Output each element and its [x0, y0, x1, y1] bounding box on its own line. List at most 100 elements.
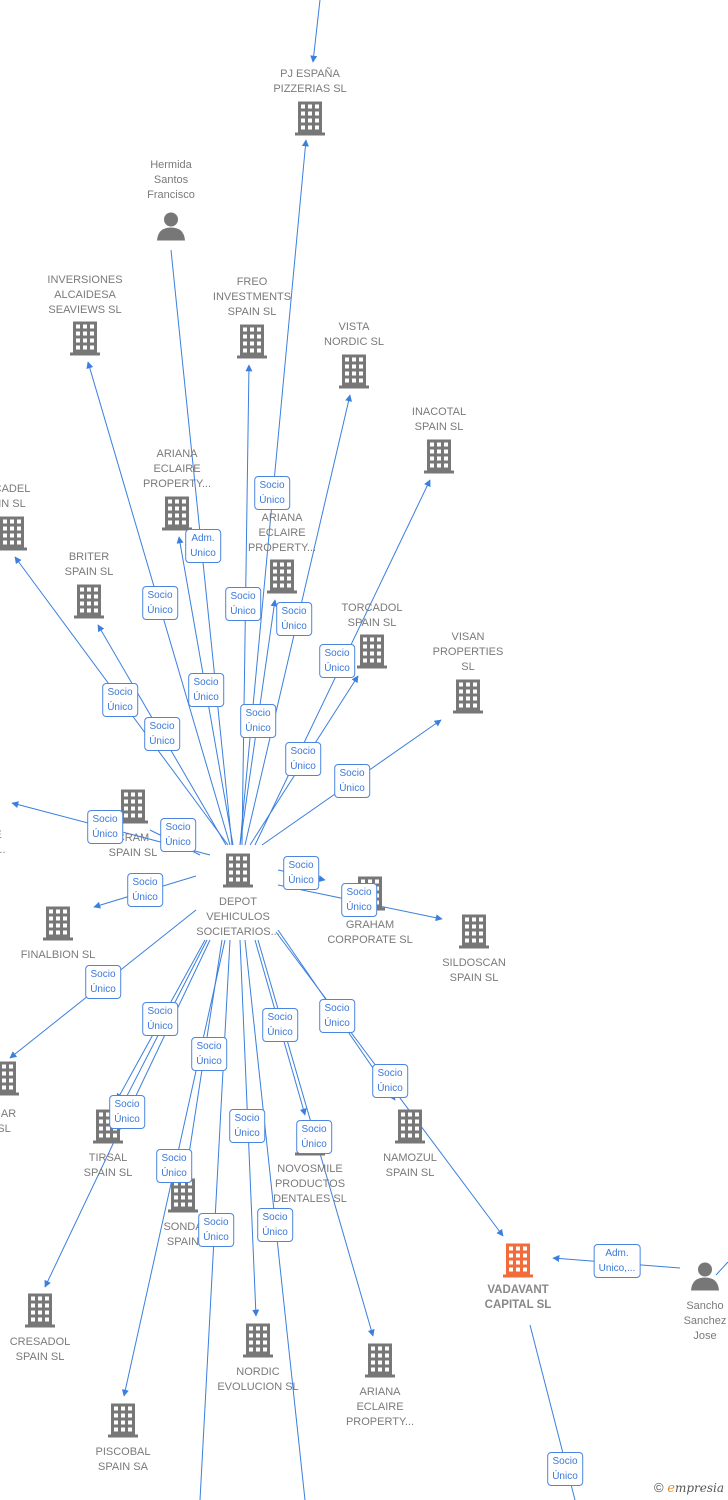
node-label-nordic[interactable]: NORDIC EVOLUCION SL [217, 1365, 298, 1395]
node-label-depot[interactable]: DEPOT VEHICULOS SOCIETARIOS... [196, 895, 280, 940]
node-label-line: PROPERTY... [247, 542, 317, 554]
building-icon[interactable] [0, 515, 27, 556]
node-label-inversiones[interactable]: INVERSIONES ALCAIDESA SEAVIEWS SL [47, 273, 122, 318]
relation-label[interactable]: Socio Único [276, 602, 312, 636]
node-label-piscobal[interactable]: PISCOBAL SPAIN SA [95, 1445, 150, 1475]
building-icon[interactable] [237, 323, 267, 364]
building-icon[interactable] [453, 678, 483, 719]
node-label-cadel[interactable]: CADEL IN SL [0, 482, 30, 512]
node-label-namozul[interactable]: NAMOZUL SPAIN SL [383, 1151, 437, 1181]
node-label-mar[interactable]: MAR SL [0, 1107, 16, 1137]
node-label-line: SL [0, 1123, 11, 1135]
building-icon[interactable] [357, 633, 387, 674]
relation-label[interactable]: Socio Único [257, 1208, 293, 1242]
relation-label[interactable]: Adm. Unico [185, 529, 221, 563]
node-label-finalbion[interactable]: FINALBION SL [21, 948, 96, 963]
relation-label[interactable]: Socio Único [319, 999, 355, 1033]
building-icon[interactable] [395, 1108, 425, 1149]
building-icon[interactable] [70, 320, 100, 361]
building-icon[interactable] [339, 353, 369, 394]
node-label-freo[interactable]: FREO INVESTMENTS SPAIN SL [213, 275, 291, 320]
node-label-pj[interactable]: PJ ESPAÑA PIZZERIAS SL [273, 67, 346, 97]
node-label-vista[interactable]: VISTA NORDIC SL [324, 320, 384, 350]
building-icon[interactable] [118, 788, 148, 829]
node-label-inacotal[interactable]: INACOTAL SPAIN SL [412, 405, 466, 435]
relation-label[interactable]: Socio Único [127, 873, 163, 907]
relation-label[interactable]: Socio Único [254, 476, 290, 510]
relation-label[interactable]: Socio Único [240, 704, 276, 738]
relation-label[interactable]: Socio Único [198, 1213, 234, 1247]
node-label-ariana1[interactable]: ARIANA ECLAIRE PROPERTY... [143, 447, 211, 492]
building-icon[interactable] [365, 1342, 395, 1383]
node-label-line: VISTA [338, 321, 370, 333]
node-label-line: NORDIC [236, 1366, 280, 1378]
relation-label[interactable]: Socio Único [341, 883, 377, 917]
relation-label[interactable]: Socio Único [188, 673, 224, 707]
node-label-line: FINALBION SL [20, 949, 96, 961]
node-label-visan[interactable]: VISAN PROPERTIES SL [433, 630, 504, 675]
relation-label[interactable]: Socio Único [372, 1064, 408, 1098]
building-icon[interactable] [243, 1322, 273, 1363]
node-label-novosmile[interactable]: NOVOSMILE PRODUCTOS DENTALES SL [273, 1162, 347, 1207]
relation-label[interactable]: Socio Único [334, 764, 370, 798]
node-label-line: VADAVANT [487, 1284, 549, 1296]
node-label-line: SPAIN SL [108, 847, 158, 859]
node-label-line: NORDIC SL [324, 336, 384, 348]
relation-label[interactable]: Socio Único [225, 587, 261, 621]
relation-label[interactable]: Socio Único [319, 644, 355, 678]
node-label-line: SEAVIEWS SL [48, 304, 122, 316]
building-icon[interactable] [424, 438, 454, 479]
relation-label[interactable]: Socio Único [109, 1095, 145, 1129]
building-icon[interactable] [459, 913, 489, 954]
node-label-sildoscan[interactable]: SILDOSCAN SPAIN SL [442, 956, 506, 986]
building-icon[interactable] [267, 558, 297, 599]
building-icon[interactable] [295, 100, 325, 141]
relation-label[interactable]: Socio Único [229, 1109, 265, 1143]
relation-label[interactable]: Socio Único [296, 1120, 332, 1154]
node-label-line: ALCAIDESA [54, 289, 116, 301]
node-label-cram[interactable]: CRAM SPAIN SL [109, 831, 158, 861]
relation-label[interactable]: Socio Único [262, 1008, 298, 1042]
node-label-line: CORPORATE SL [327, 934, 413, 946]
relation-label[interactable]: Socio Único [142, 586, 178, 620]
node-label-line: PIZZERIAS SL [273, 83, 347, 95]
node-label-tirsal[interactable]: TIRSAL SPAIN SL [84, 1151, 133, 1181]
relation-label[interactable]: Socio Único [160, 818, 196, 852]
person-icon[interactable] [690, 1261, 720, 1296]
node-label-vadavant[interactable]: VADAVANT CAPITAL SL [485, 1283, 552, 1313]
relation-label[interactable]: Socio Único [85, 965, 121, 999]
building-icon[interactable] [108, 1402, 138, 1443]
building-icon[interactable] [25, 1292, 55, 1333]
node-label-leftcut[interactable]: EY... [0, 828, 6, 858]
relation-label[interactable]: Socio Único [156, 1149, 192, 1183]
building-icon[interactable] [0, 1060, 19, 1101]
node-label-line: Y... [0, 844, 6, 856]
node-label-briter[interactable]: BRITER SPAIN SL [65, 550, 114, 580]
building-icon[interactable] [503, 1242, 533, 1283]
relation-label[interactable]: Socio Único [547, 1452, 583, 1486]
node-label-sancho[interactable]: Sancho Sanchez Jose [684, 1299, 727, 1344]
relation-label[interactable]: Socio Único [142, 1002, 178, 1036]
node-label-sonda[interactable]: SONDA SPAIN [163, 1220, 202, 1250]
building-icon[interactable] [162, 495, 192, 536]
node-label-cresadol[interactable]: CRESADOL SPAIN SL [10, 1335, 71, 1365]
building-icon[interactable] [43, 905, 73, 946]
relation-label[interactable]: Socio Único [283, 856, 319, 890]
node-label-ariana3[interactable]: ARIANA ECLAIRE PROPERTY... [346, 1385, 414, 1430]
person-icon[interactable] [156, 211, 186, 246]
node-label-hermida[interactable]: Hermida Santos Francisco [147, 158, 195, 203]
building-icon[interactable] [168, 1177, 198, 1218]
node-label-line: TIRSAL [88, 1152, 128, 1164]
building-icon[interactable] [223, 852, 253, 893]
node-label-torcadol[interactable]: TORCADOL SPAIN SL [342, 601, 403, 631]
relation-label[interactable]: Socio Único [285, 742, 321, 776]
relation-label[interactable]: Adm. Unico,... [593, 1244, 641, 1278]
relation-label[interactable]: Socio Único [191, 1037, 227, 1071]
building-icon[interactable] [74, 583, 104, 624]
relation-label[interactable]: Socio Único [144, 717, 180, 751]
relation-label[interactable]: Socio Único [87, 810, 123, 844]
node-label-ariana2[interactable]: ARIANA ECLAIRE PROPERTY... [248, 511, 316, 556]
node-label-graham[interactable]: GRAHAM CORPORATE SL [327, 918, 412, 948]
relation-label[interactable]: Socio Único [102, 683, 138, 717]
node-label-line: Santos [153, 174, 189, 186]
